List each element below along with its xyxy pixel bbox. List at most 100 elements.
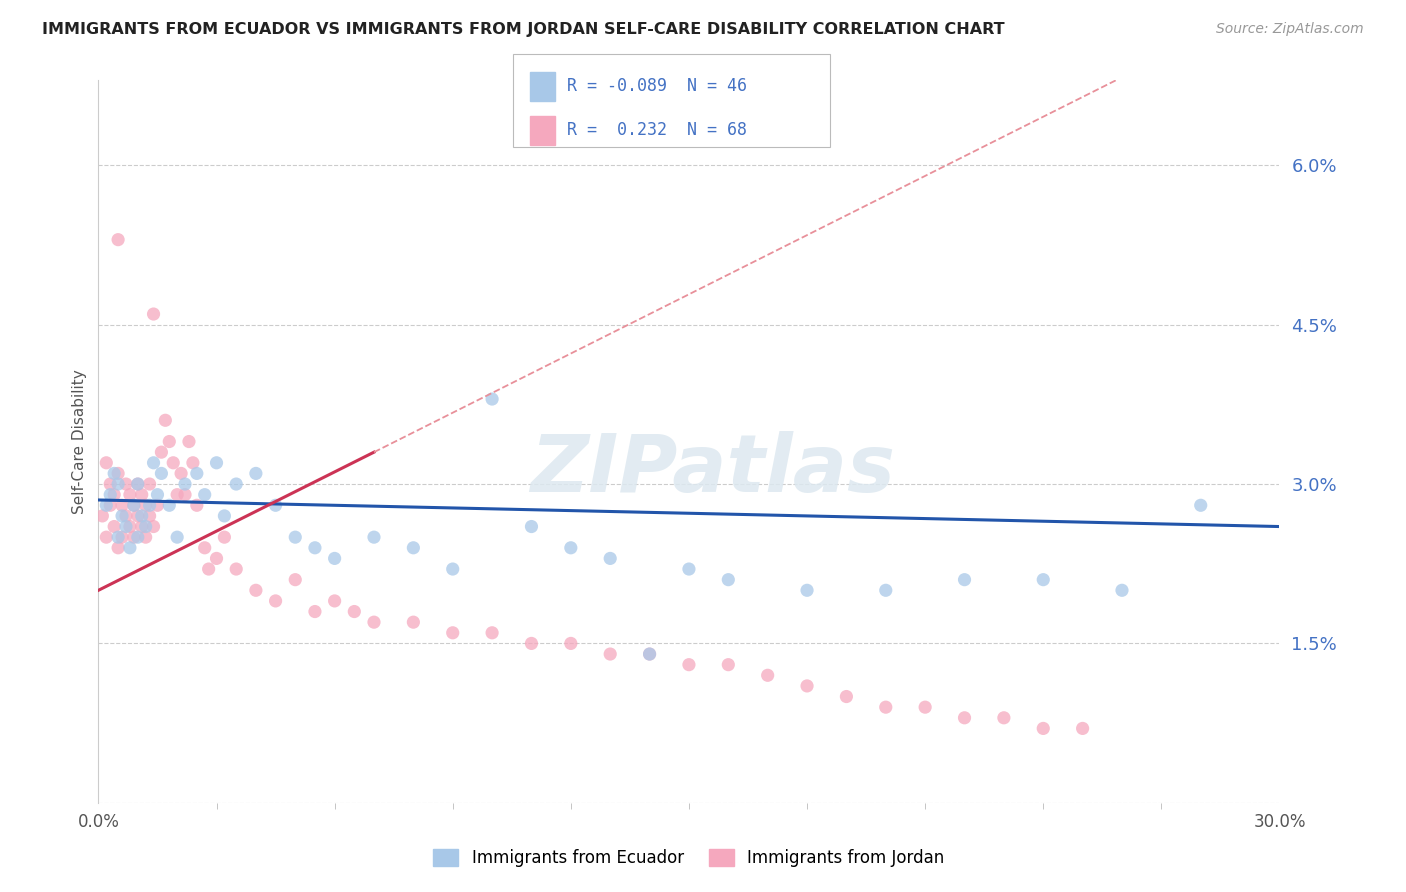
- Point: [174, 488, 197, 502]
- Point: [441, 625, 464, 640]
- Point: [150, 467, 173, 481]
- Point: [194, 541, 217, 555]
- Point: [756, 668, 779, 682]
- Point: [115, 519, 138, 533]
- Point: [131, 519, 153, 533]
- Point: [157, 434, 180, 449]
- Point: [796, 679, 818, 693]
- Point: [520, 519, 543, 533]
- Point: [138, 477, 160, 491]
- Point: [1032, 722, 1054, 736]
- Point: [875, 583, 897, 598]
- Point: [363, 530, 385, 544]
- Point: [135, 498, 157, 512]
- Point: [174, 477, 197, 491]
- Point: [155, 413, 177, 427]
- Point: [197, 562, 219, 576]
- Point: [225, 477, 247, 491]
- Point: [1111, 583, 1133, 598]
- Point: [127, 530, 149, 544]
- Point: [142, 456, 165, 470]
- Point: [107, 530, 129, 544]
- Point: [205, 456, 228, 470]
- Point: [560, 636, 582, 650]
- Point: [323, 551, 346, 566]
- Point: [107, 477, 129, 491]
- Point: [402, 615, 425, 630]
- Point: [146, 488, 169, 502]
- Y-axis label: Self-Care Disability: Self-Care Disability: [72, 369, 87, 514]
- Point: [127, 477, 149, 491]
- Point: [481, 392, 503, 406]
- Point: [177, 434, 200, 449]
- Point: [914, 700, 936, 714]
- Point: [214, 508, 236, 523]
- Legend: Immigrants from Ecuador, Immigrants from Jordan: Immigrants from Ecuador, Immigrants from…: [427, 842, 950, 874]
- Point: [599, 647, 621, 661]
- Point: [717, 573, 740, 587]
- Point: [122, 498, 145, 512]
- Point: [284, 530, 307, 544]
- Point: [1071, 722, 1094, 736]
- Point: [304, 605, 326, 619]
- Text: IMMIGRANTS FROM ECUADOR VS IMMIGRANTS FROM JORDAN SELF-CARE DISABILITY CORRELATI: IMMIGRANTS FROM ECUADOR VS IMMIGRANTS FR…: [42, 22, 1005, 37]
- Point: [796, 583, 818, 598]
- Point: [127, 477, 149, 491]
- Point: [138, 498, 160, 512]
- Point: [107, 467, 129, 481]
- Point: [162, 456, 184, 470]
- Point: [166, 488, 188, 502]
- Point: [111, 508, 134, 523]
- Point: [96, 498, 118, 512]
- Point: [323, 594, 346, 608]
- Point: [98, 498, 121, 512]
- Point: [118, 519, 141, 533]
- Point: [678, 562, 700, 576]
- Point: [115, 477, 138, 491]
- Point: [131, 488, 153, 502]
- Point: [264, 498, 287, 512]
- Point: [481, 625, 503, 640]
- Point: [599, 551, 621, 566]
- Point: [194, 488, 217, 502]
- Point: [560, 541, 582, 555]
- Point: [181, 456, 204, 470]
- Point: [96, 456, 118, 470]
- Point: [142, 519, 165, 533]
- Point: [1032, 573, 1054, 587]
- Text: R =  0.232  N = 68: R = 0.232 N = 68: [567, 121, 747, 139]
- Text: R = -0.089  N = 46: R = -0.089 N = 46: [567, 78, 747, 95]
- Point: [993, 711, 1015, 725]
- Point: [875, 700, 897, 714]
- Point: [245, 583, 267, 598]
- Point: [142, 307, 165, 321]
- Point: [98, 488, 121, 502]
- Point: [441, 562, 464, 576]
- Point: [170, 467, 193, 481]
- Point: [214, 530, 236, 544]
- Text: ZIPatlas: ZIPatlas: [530, 432, 896, 509]
- Point: [107, 233, 129, 247]
- Point: [103, 467, 125, 481]
- Point: [103, 488, 125, 502]
- Point: [103, 519, 125, 533]
- Point: [98, 477, 121, 491]
- Point: [186, 498, 208, 512]
- Point: [245, 467, 267, 481]
- Point: [131, 508, 153, 523]
- Point: [363, 615, 385, 630]
- Point: [835, 690, 858, 704]
- Point: [304, 541, 326, 555]
- Point: [146, 498, 169, 512]
- Point: [91, 508, 114, 523]
- Point: [157, 498, 180, 512]
- Point: [717, 657, 740, 672]
- Point: [520, 636, 543, 650]
- Text: Source: ZipAtlas.com: Source: ZipAtlas.com: [1216, 22, 1364, 37]
- Point: [186, 467, 208, 481]
- Point: [402, 541, 425, 555]
- Point: [953, 573, 976, 587]
- Point: [118, 541, 141, 555]
- Point: [111, 498, 134, 512]
- Point: [205, 551, 228, 566]
